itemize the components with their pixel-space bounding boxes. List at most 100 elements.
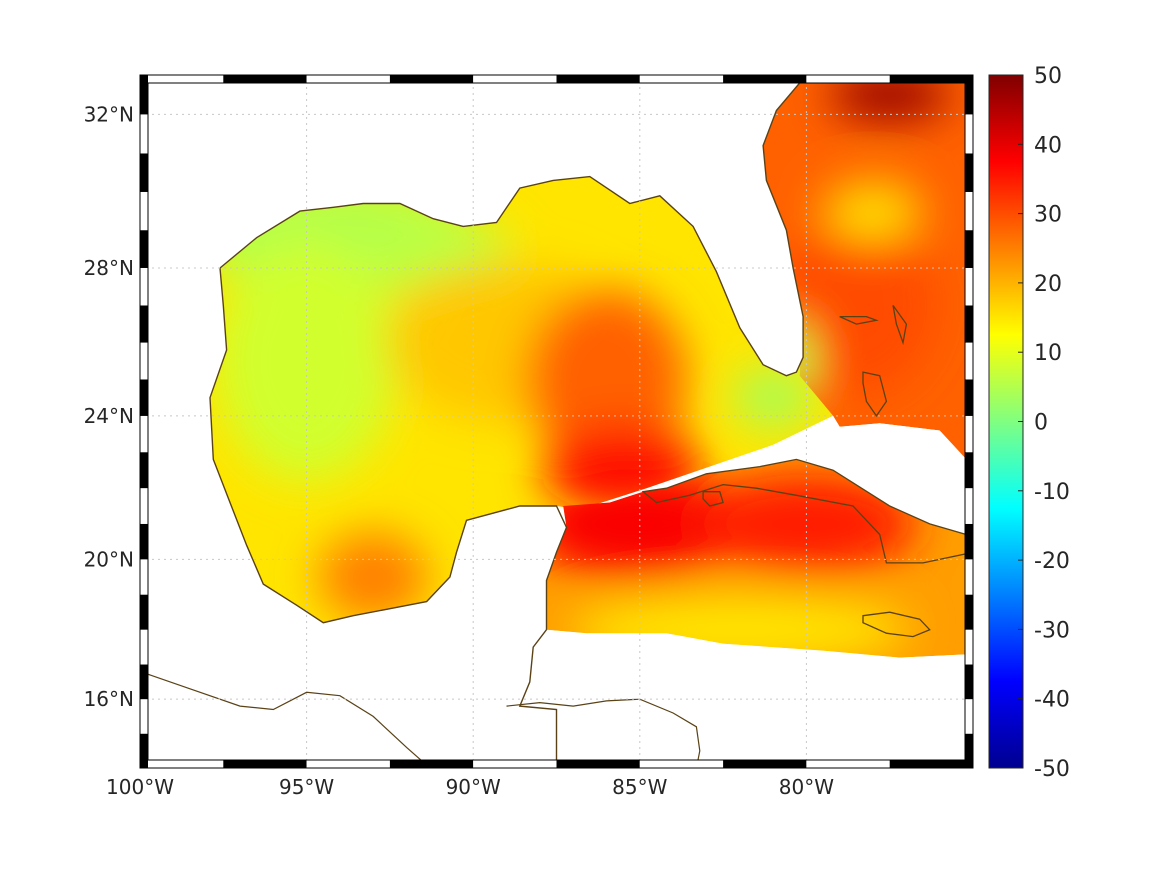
- frame-segment-left: [140, 191, 148, 231]
- frame-segment-left: [140, 629, 148, 665]
- field-blob: [733, 367, 814, 428]
- colorbar-tick-label: -40: [1034, 688, 1070, 713]
- frame-segment-bottom: [556, 760, 640, 768]
- y-tick-label: 24°N: [84, 404, 134, 428]
- frame-segment-left: [140, 153, 148, 192]
- frame-segment-right: [965, 629, 973, 665]
- colorbar-tick-label: -30: [1034, 618, 1070, 643]
- x-tick-label: 95°W: [279, 775, 334, 799]
- colorbar-tick-label: -20: [1034, 549, 1070, 574]
- y-tick-label: 20°N: [84, 547, 134, 571]
- colorbar-tick-label: -50: [1034, 757, 1070, 782]
- field-blob: [369, 219, 510, 280]
- frame-segment-left: [140, 664, 148, 700]
- field-blob: [216, 241, 397, 482]
- frame-segment-left: [140, 267, 148, 306]
- frame-segment-right: [965, 267, 973, 306]
- x-tick-labels: 100°W 95°W 90°W 85°W 80°W: [106, 775, 834, 799]
- frame-outer: [139, 74, 974, 769]
- frame-segment-bottom: [889, 760, 973, 768]
- map-frame: [139, 74, 974, 769]
- pacific-coastline: [148, 673, 422, 760]
- y-tick-label: 32°N: [84, 102, 134, 126]
- field-blob: [526, 289, 687, 470]
- frame-segment-bottom: [306, 760, 390, 768]
- cuba-coastline: [641, 458, 966, 564]
- frame-segment-right: [965, 191, 973, 231]
- frame-segment-right: [965, 699, 973, 734]
- field-blobs: [546, 468, 917, 658]
- isla-juventud-coastline: [702, 491, 724, 507]
- frame-segment-left: [140, 379, 148, 416]
- frame-segment-left: [140, 523, 148, 560]
- frame-segment-bottom: [223, 760, 307, 768]
- field-blob: [823, 181, 924, 242]
- frame-segment-left: [140, 415, 148, 453]
- frame-segment-top: [806, 75, 890, 83]
- frame-segment-bottom: [389, 760, 474, 768]
- frame-segment-top: [306, 75, 390, 83]
- frame-segment-left: [140, 594, 148, 630]
- x-tick-label: 90°W: [446, 775, 501, 799]
- frame-segment-left: [140, 342, 148, 380]
- frame-segment-right: [965, 594, 973, 630]
- field-blob: [318, 532, 429, 623]
- frame-segment-left: [140, 75, 148, 115]
- frame-segment-top: [473, 75, 557, 83]
- frame-segment-left: [140, 733, 148, 768]
- frame-segment-left: [140, 559, 148, 595]
- colorbar-tick-label: 40: [1034, 133, 1062, 158]
- abaco-coastline: [892, 305, 908, 346]
- frame-segment-top: [639, 75, 724, 83]
- frame-segment-right: [965, 488, 973, 524]
- y-tick-labels: 16°N 20°N 24°N 28°N 32°N: [84, 102, 134, 711]
- field-blob: [776, 215, 937, 396]
- colorbar-tick-label: 20: [1034, 272, 1062, 297]
- frame-segment-right: [965, 75, 973, 115]
- colorbar-tick-labels: 50 40 30 20 10 0 -10 -20 -30 -40 -50: [1018, 64, 1070, 782]
- frame-segment-right: [965, 733, 973, 768]
- frame-segment-left: [140, 699, 148, 734]
- frame-segment-right: [965, 114, 973, 154]
- gridlines: [140, 75, 973, 768]
- frame-segment-left: [140, 230, 148, 268]
- frame-segment-top: [556, 75, 640, 83]
- frame-segment-right: [965, 452, 973, 489]
- frame-segment-bottom: [473, 760, 557, 768]
- frame-segment-top: [389, 75, 474, 83]
- frame-segment-right: [965, 664, 973, 700]
- frame-segment-left: [140, 305, 148, 343]
- frame-segment-bottom: [806, 760, 890, 768]
- frame-segment-bottom: [140, 760, 224, 768]
- frame-segment-right: [965, 153, 973, 192]
- frame-segment-left: [140, 488, 148, 524]
- colorbar-tick-label: 30: [1034, 203, 1062, 228]
- frame-segment-right: [965, 305, 973, 343]
- andros-coastline: [862, 371, 888, 418]
- grand-bahama-coastline: [839, 315, 879, 325]
- frame-segment-right: [965, 342, 973, 380]
- colorbar-tick-label: 0: [1034, 411, 1048, 436]
- y-tick-label: 28°N: [84, 256, 134, 280]
- data-field: [210, 82, 966, 658]
- frame-segment-left: [140, 114, 148, 154]
- frame-segment-right: [965, 379, 973, 416]
- frame-inner: [147, 82, 966, 761]
- frame-segment-right: [965, 415, 973, 453]
- frame-segment-right: [965, 523, 973, 560]
- colorbar-tick-label: -10: [1034, 480, 1070, 505]
- frame-segment-top: [223, 75, 307, 83]
- frame-segment-bottom: [723, 760, 807, 768]
- x-tick-label: 100°W: [106, 775, 174, 799]
- field-blobs: [764, 82, 950, 402]
- frame-segment-top: [889, 75, 973, 83]
- frame-segment-top: [140, 75, 224, 83]
- colorbar: [988, 74, 1024, 769]
- x-tick-label: 85°W: [612, 775, 667, 799]
- frame-segment-right: [965, 230, 973, 268]
- colorbar-tick-label: 50: [1034, 64, 1062, 89]
- jamaica-coastline: [862, 611, 931, 638]
- frame-segment-left: [140, 452, 148, 489]
- colorbar-tick-label: 10: [1034, 341, 1062, 366]
